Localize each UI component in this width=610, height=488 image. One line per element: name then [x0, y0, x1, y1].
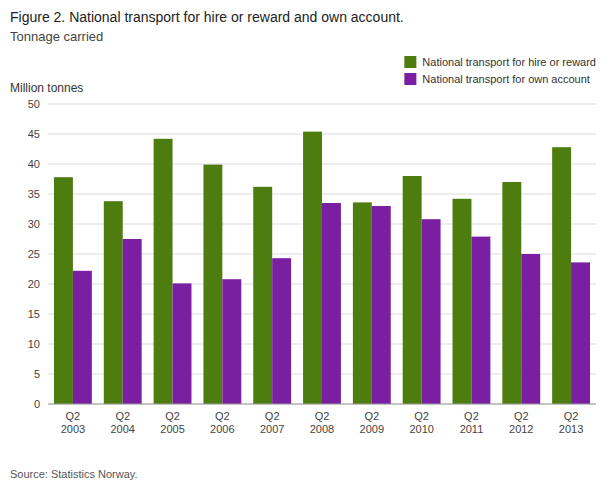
y-tick-label: 15 — [28, 308, 40, 320]
x-tick-label: Q22005 — [160, 410, 184, 435]
legend: National transport for hire or reward Nat… — [404, 56, 596, 85]
title: Figure 2. National transport for hire or… — [10, 9, 404, 25]
bar — [253, 187, 272, 404]
bar — [453, 199, 472, 404]
bar — [372, 206, 391, 404]
y-tick-label: 25 — [28, 248, 40, 260]
y-tick-label: 35 — [28, 188, 40, 200]
y-tick-label: 0 — [34, 398, 40, 410]
x-tick-label: Q22011 — [460, 410, 484, 435]
x-tick-label: Q22006 — [210, 410, 234, 435]
bar — [471, 237, 490, 404]
y-tick-label: 10 — [28, 338, 40, 350]
subtitle: Tonnage carried — [10, 29, 103, 44]
y-tick-label: 20 — [28, 278, 40, 290]
bar — [502, 182, 521, 404]
x-tick-label: Q22008 — [310, 410, 334, 435]
y-tick-label: 5 — [34, 368, 40, 380]
legend-swatch — [404, 56, 416, 68]
bar — [173, 283, 192, 404]
bar — [54, 177, 73, 404]
bar — [303, 132, 322, 404]
bar — [322, 203, 341, 404]
x-tick-label: Q22004 — [110, 410, 134, 435]
y-axis-label: Million tonnes — [10, 81, 83, 95]
bar — [403, 176, 422, 404]
x-tick-label: Q22012 — [509, 410, 533, 435]
x-tick-label: Q22009 — [360, 410, 384, 435]
bar — [422, 219, 441, 404]
grid-line — [48, 404, 596, 405]
bar — [123, 239, 142, 404]
bar — [552, 147, 571, 404]
source-note: Source: Statistics Norway. — [10, 468, 138, 480]
x-tick-label: Q22010 — [409, 410, 433, 435]
bar — [521, 254, 540, 404]
x-tick-label: Q22007 — [260, 410, 284, 435]
legend-label: National transport for hire or reward — [422, 56, 596, 68]
bar — [272, 258, 291, 404]
grid-line — [48, 104, 596, 105]
y-tick-label: 45 — [28, 128, 40, 140]
grid — [48, 104, 596, 404]
chart-container: Figure 2. National transport for hire or… — [0, 0, 610, 488]
x-tick-label: Q22013 — [559, 410, 583, 435]
legend-label: National transport for own account — [422, 73, 590, 85]
y-tick-label: 40 — [28, 158, 40, 170]
y-tick-label: 30 — [28, 218, 40, 230]
bar — [73, 271, 92, 404]
bar — [222, 279, 241, 404]
y-tick-label: 50 — [28, 98, 40, 110]
legend-swatch — [404, 73, 416, 85]
chart: Figure 2. National transport for hire or… — [0, 0, 610, 488]
bar — [104, 201, 123, 404]
bar — [203, 165, 222, 404]
x-tick-label: Q22003 — [61, 410, 85, 435]
bars — [54, 132, 590, 404]
bar — [154, 139, 173, 404]
bar — [353, 202, 372, 404]
bar — [571, 262, 590, 404]
x-axis-line — [48, 404, 596, 405]
